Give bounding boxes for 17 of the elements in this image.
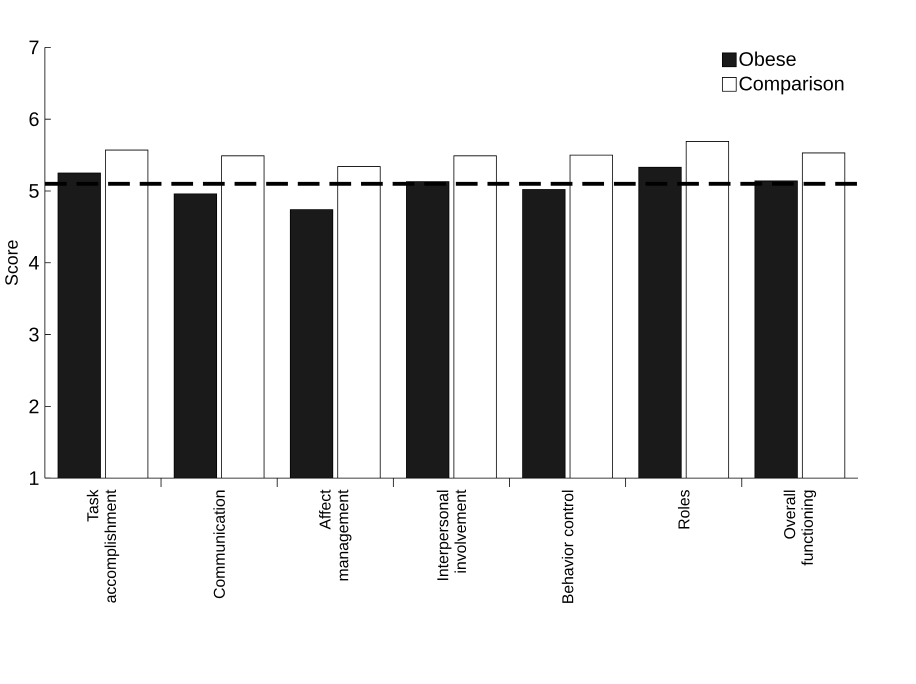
legend-label: Comparison bbox=[740, 76, 844, 95]
x-tick-label: Overall functioning bbox=[784, 490, 816, 566]
x-tick-label: Affect management bbox=[319, 490, 352, 581]
x-tick-label: Communication bbox=[213, 490, 225, 598]
y-tick-label: 7 bbox=[29, 40, 38, 54]
y-tick-label: 3 bbox=[29, 328, 39, 342]
y-tick-label: 2 bbox=[29, 400, 38, 414]
x-tick-label: Interpersonal involvement bbox=[436, 490, 466, 580]
x-tick-label: Roles bbox=[678, 490, 690, 529]
legend-label: Obese bbox=[740, 52, 796, 66]
y-tick-label: 1 bbox=[30, 472, 38, 486]
y-tick-label: 6 bbox=[29, 112, 39, 126]
x-tick-label: Behavior control bbox=[562, 490, 574, 604]
y-tick-label: 5 bbox=[29, 184, 39, 198]
y-axis-title: Score bbox=[5, 240, 18, 286]
x-tick-label: Task accomplishment bbox=[86, 490, 120, 603]
y-tick-label: 4 bbox=[28, 256, 39, 270]
